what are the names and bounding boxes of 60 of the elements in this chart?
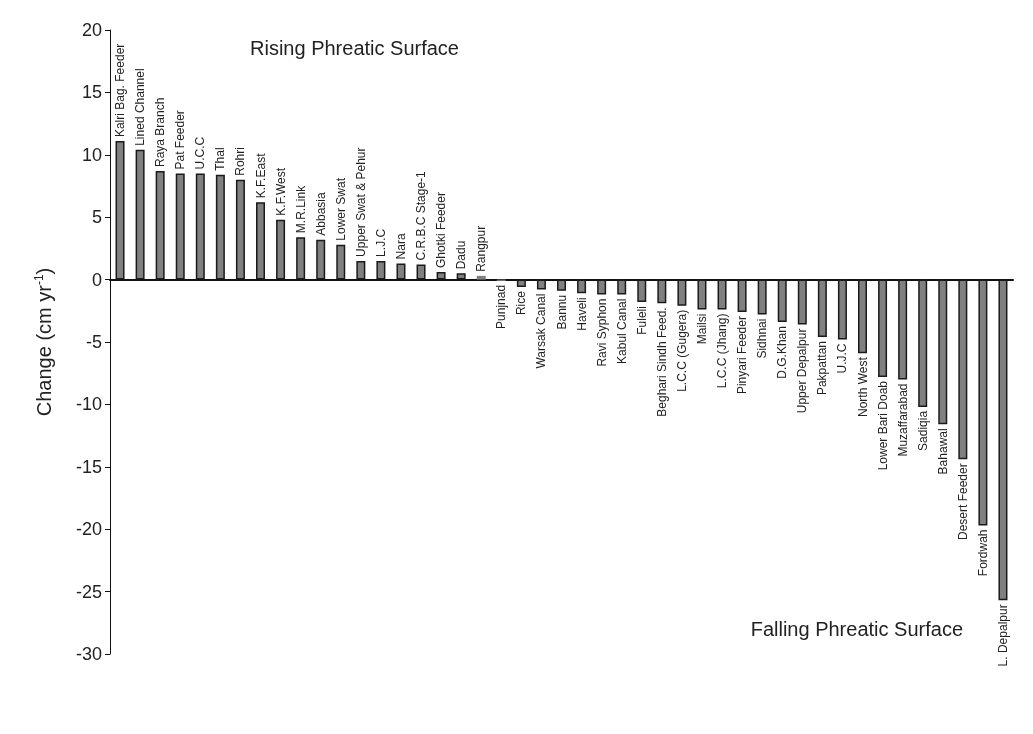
x-tick-label: L. Depalpur (995, 604, 1010, 667)
y-tick-label: -20 (75, 519, 102, 540)
x-tick-label: Bannu (554, 294, 569, 330)
y-tick-label: 5 (91, 207, 102, 228)
x-tick-label: Lower Swat (333, 177, 348, 241)
x-tick-label: Rice (514, 290, 529, 316)
x-tick-label: Upper Swat & Pehur (353, 147, 368, 257)
x-tick-label: Rohri (233, 147, 248, 176)
x-tick-label: Lined Channel (133, 68, 148, 146)
x-tick-label: L.C.C (Gugera) (674, 309, 689, 392)
bar (476, 275, 486, 280)
x-tick-label: Dadu (454, 240, 469, 270)
x-tick-label: M.R.Link (293, 184, 308, 234)
y-tick-label: 20 (81, 20, 102, 40)
y-tick-label: -15 (75, 456, 102, 477)
x-tick-label: Rangpur (474, 225, 489, 272)
x-tick-label: Haveli (574, 297, 589, 331)
x-tick-label: Kabul Canal (614, 298, 629, 364)
x-tick-label: U.C.C (193, 136, 208, 170)
x-tick-label: Raya Branch (153, 97, 168, 168)
x-tick-label: D.G.Khan (775, 326, 790, 379)
x-tick-label: Abbasia (313, 191, 328, 236)
x-tick-label: Muzaffarabad (895, 383, 910, 457)
x-tick-label: C.R.B.C Stage-1 (414, 170, 429, 261)
x-tick-label: Beghari Sindh Feed. (654, 307, 669, 417)
y-tick-label: 10 (81, 144, 102, 165)
x-tick-label: Ravi Syphon (594, 298, 609, 367)
x-tick-label: Fordwah (975, 529, 990, 577)
x-tick-label: Lower Bari Doab (875, 380, 890, 471)
x-tick-label: Sadiqia (915, 410, 930, 451)
y-tick-label: 15 (81, 82, 102, 103)
x-tick-label: Punjnad (494, 284, 509, 329)
annotation: Falling Phreatic Surface (750, 618, 963, 640)
x-tick-label: L.J.C (373, 228, 388, 257)
x-tick-label: L.C.C (Jhang) (715, 313, 730, 389)
x-tick-label: Nara (393, 233, 408, 260)
x-tick-label: U.J.C (835, 343, 850, 374)
y-tick-label: 0 (91, 269, 102, 290)
x-tick-label: Upper Depalpur (795, 328, 810, 414)
x-tick-label: Thal (213, 147, 228, 171)
x-tick-label: Warsak Canal (534, 293, 549, 369)
x-tick-label: Mailsi (694, 313, 709, 345)
x-tick-label: Pinyari Feeder (735, 316, 750, 395)
y-tick-label: -25 (75, 581, 102, 602)
x-tick-label: North West (855, 356, 870, 418)
x-tick-label: Kalri Bag. Feeder (113, 43, 128, 138)
y-axis-title: Change (cm yr-1) (32, 267, 55, 417)
x-tick-label: Pakpattan (815, 341, 830, 396)
y-tick-label: -30 (75, 644, 102, 664)
x-tick-label: Fuleli (634, 306, 649, 335)
x-tick-label: Desert Feeder (955, 463, 970, 541)
x-tick-label: Pat Feeder (173, 110, 188, 170)
x-tick-label: Ghotki Feeder (434, 192, 449, 269)
y-tick-label: -5 (85, 332, 102, 352)
x-tick-label: Bahawal (935, 428, 950, 475)
y-tick-label: -10 (75, 394, 102, 415)
x-tick-label: K.F.East (253, 152, 268, 199)
x-tick-label: K.F.West (273, 167, 288, 216)
annotation: Rising Phreatic Surface (250, 37, 459, 59)
x-tick-label: Sidhnai (755, 318, 770, 359)
